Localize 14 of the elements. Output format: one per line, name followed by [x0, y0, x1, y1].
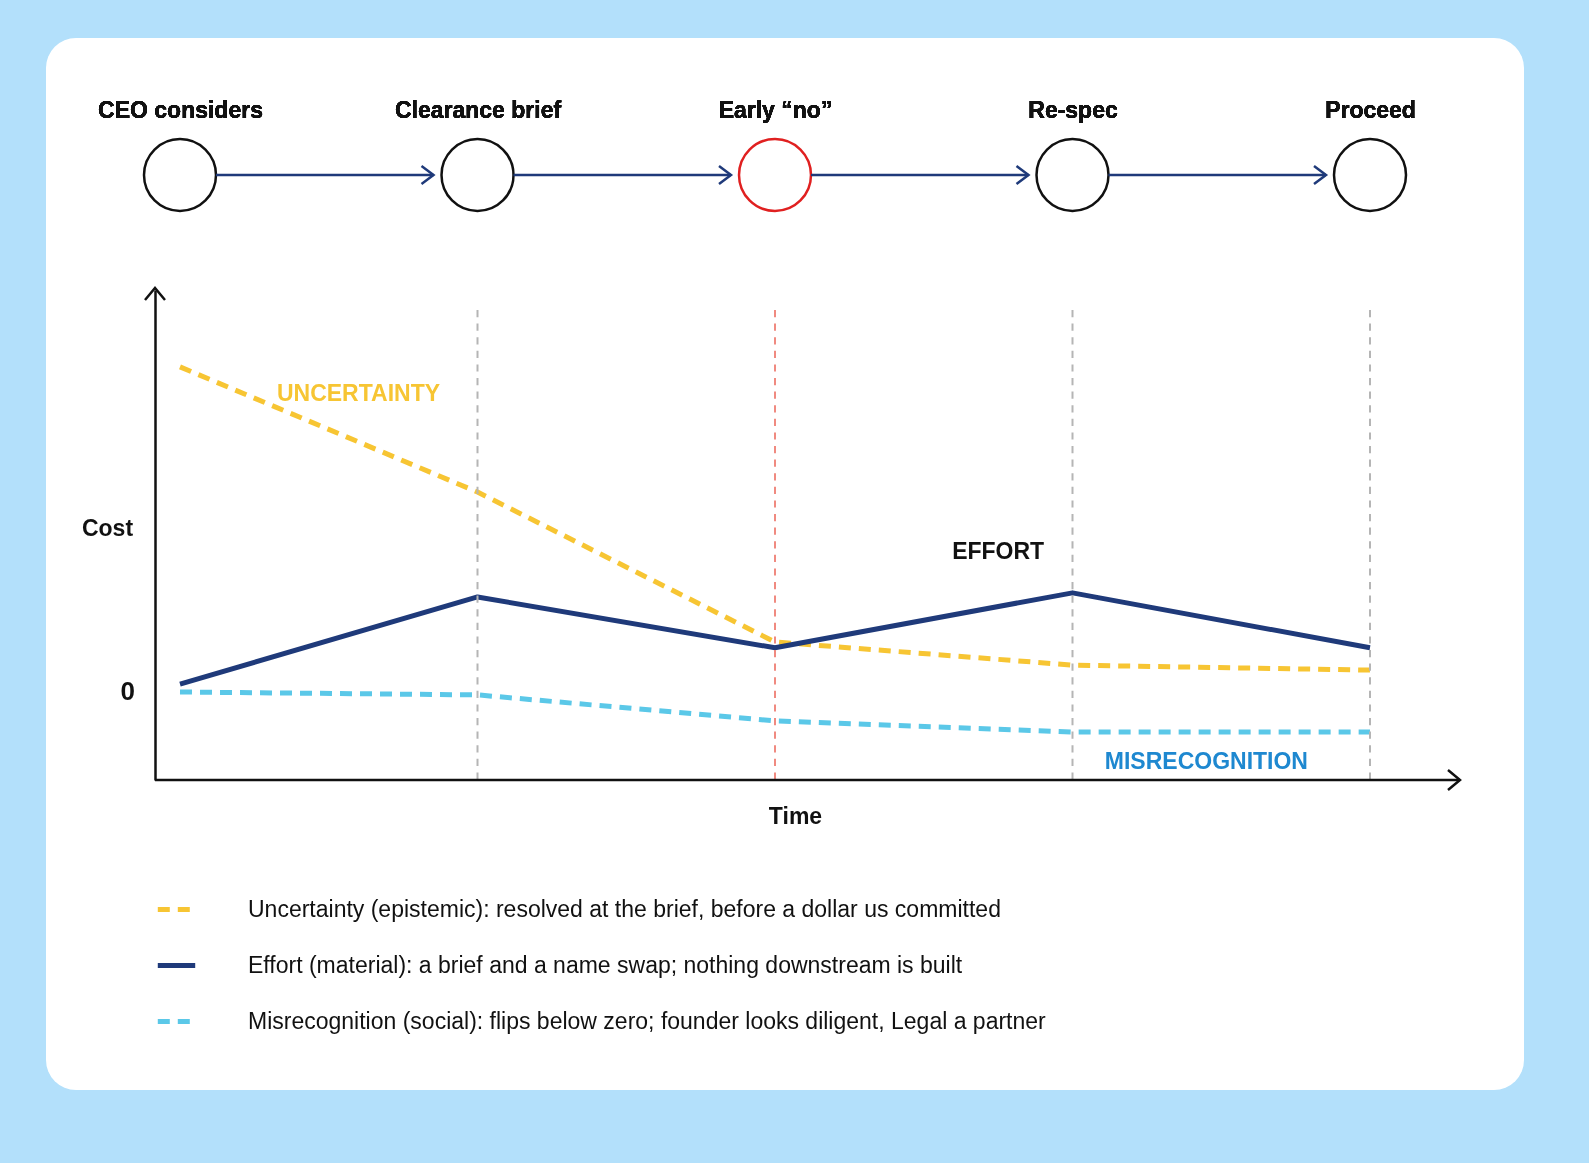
- legend-label: Effort (material): a brief and a name swap; nothing downstream is built: [248, 951, 963, 978]
- x-tick-label: Early “no”: [718, 96, 833, 123]
- legend-label: Uncertainty (epistemic): resolved at the brief, before a dollar us committed: [248, 895, 1001, 922]
- text: 0: [120, 676, 135, 706]
- x-tick-label: Proceed: [1325, 96, 1416, 123]
- x-tick-label: Clearance brief: [394, 96, 562, 123]
- y-axis-title: Cost: [81, 514, 134, 541]
- x-tick-label: Re-spec: [1028, 96, 1118, 123]
- annotation: UNCERTAINTY: [276, 379, 441, 406]
- annotation: EFFORT: [952, 537, 1045, 564]
- x-tick-label: CEO considers: [98, 96, 263, 123]
- legend-label: Misrecognition (social): flips below zero; founder looks diligent, Legal a partner: [248, 1007, 1047, 1034]
- annotation: MISRECOGNITION: [1104, 748, 1308, 775]
- x-axis-title: Time: [768, 802, 823, 829]
